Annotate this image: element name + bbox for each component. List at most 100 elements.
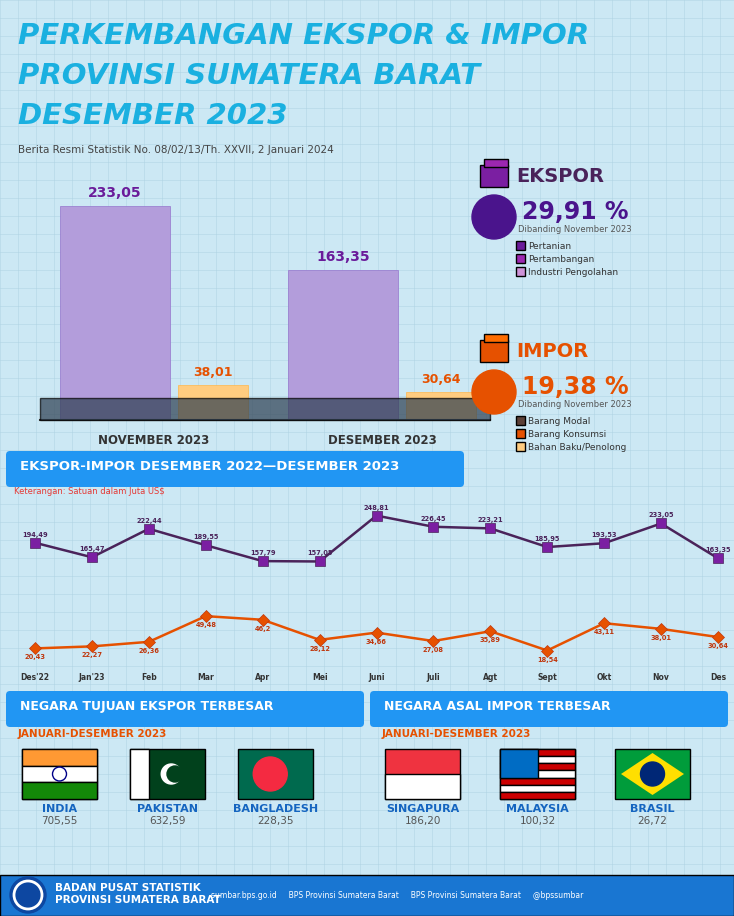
Text: Mar: Mar: [197, 673, 214, 682]
FancyBboxPatch shape: [615, 749, 690, 799]
Text: PROVINSI SUMATERA BARAT: PROVINSI SUMATERA BARAT: [18, 62, 480, 90]
FancyBboxPatch shape: [516, 429, 525, 438]
FancyBboxPatch shape: [484, 334, 508, 342]
Text: 43,11: 43,11: [594, 629, 614, 635]
Circle shape: [10, 877, 46, 913]
FancyBboxPatch shape: [406, 392, 476, 420]
Text: Des'22: Des'22: [21, 673, 49, 682]
Text: 49,48: 49,48: [195, 622, 217, 628]
Text: BPS: BPS: [20, 890, 37, 900]
Circle shape: [167, 766, 183, 782]
Text: Sept: Sept: [537, 673, 557, 682]
Text: Bahan Baku/Penolong: Bahan Baku/Penolong: [528, 443, 626, 452]
Text: 35,89: 35,89: [480, 638, 501, 643]
Text: 29,91 %: 29,91 %: [522, 200, 628, 224]
Text: Okt: Okt: [597, 673, 612, 682]
Text: 34,66: 34,66: [366, 638, 387, 645]
Text: 189,55: 189,55: [193, 534, 219, 540]
Text: 30,64: 30,64: [708, 643, 729, 649]
Text: 18,54: 18,54: [537, 657, 558, 662]
Text: Berita Resmi Statistik No. 08/02/13/Th. XXVII, 2 Januari 2024: Berita Resmi Statistik No. 08/02/13/Th. …: [18, 145, 334, 155]
FancyBboxPatch shape: [516, 241, 525, 250]
FancyBboxPatch shape: [178, 385, 248, 420]
FancyBboxPatch shape: [370, 691, 728, 727]
Text: 163,35: 163,35: [705, 548, 731, 553]
FancyBboxPatch shape: [500, 749, 575, 799]
Text: NOVEMBER 2023: NOVEMBER 2023: [98, 434, 210, 447]
Text: EKSPOR-IMPOR DESEMBER 2022—DESEMBER 2023: EKSPOR-IMPOR DESEMBER 2022—DESEMBER 2023: [20, 460, 399, 473]
Text: JANUARI-DESEMBER 2023: JANUARI-DESEMBER 2023: [382, 729, 531, 739]
FancyBboxPatch shape: [480, 340, 508, 362]
Text: 28,12: 28,12: [309, 646, 330, 652]
Text: Feb: Feb: [141, 673, 156, 682]
Text: PAKISTAN: PAKISTAN: [137, 804, 198, 814]
Text: Barang Konsumsi: Barang Konsumsi: [528, 430, 606, 439]
Circle shape: [641, 762, 664, 786]
Text: 100,32: 100,32: [520, 816, 556, 826]
FancyBboxPatch shape: [516, 416, 525, 425]
FancyBboxPatch shape: [500, 763, 575, 770]
Text: Mei: Mei: [312, 673, 327, 682]
FancyBboxPatch shape: [130, 749, 149, 799]
Text: INDIA: INDIA: [42, 804, 77, 814]
Text: DESEMBER 2023: DESEMBER 2023: [327, 434, 437, 447]
Text: DESEMBER 2023: DESEMBER 2023: [18, 102, 288, 130]
FancyBboxPatch shape: [288, 269, 398, 420]
FancyBboxPatch shape: [480, 165, 508, 187]
FancyBboxPatch shape: [6, 451, 464, 487]
Text: 38,01: 38,01: [193, 366, 233, 379]
Text: MALAYSIA: MALAYSIA: [506, 804, 569, 814]
Text: NEGARA TUJUAN EKSPOR TERBESAR: NEGARA TUJUAN EKSPOR TERBESAR: [20, 700, 274, 713]
Circle shape: [253, 757, 287, 791]
FancyBboxPatch shape: [40, 398, 490, 420]
FancyBboxPatch shape: [22, 749, 97, 766]
Text: 186,20: 186,20: [404, 816, 440, 826]
FancyBboxPatch shape: [516, 254, 525, 263]
Text: 223,21: 223,21: [478, 518, 503, 523]
FancyBboxPatch shape: [22, 749, 97, 799]
Text: Des: Des: [710, 673, 726, 682]
FancyBboxPatch shape: [130, 749, 205, 799]
FancyBboxPatch shape: [500, 756, 575, 763]
FancyBboxPatch shape: [500, 785, 575, 791]
Text: BANGLADESH: BANGLADESH: [233, 804, 318, 814]
FancyBboxPatch shape: [500, 778, 575, 785]
FancyBboxPatch shape: [22, 766, 97, 782]
Text: 185,95: 185,95: [534, 536, 560, 542]
Text: Nov: Nov: [653, 673, 669, 682]
FancyBboxPatch shape: [500, 791, 575, 799]
Text: 248,81: 248,81: [363, 505, 389, 510]
Text: 705,55: 705,55: [41, 816, 78, 826]
FancyBboxPatch shape: [484, 159, 508, 167]
Text: 163,35: 163,35: [316, 250, 370, 264]
Text: Agt: Agt: [483, 673, 498, 682]
Text: Industri Pengolahan: Industri Pengolahan: [528, 268, 618, 277]
Text: 157,79: 157,79: [250, 551, 275, 556]
Text: IMPOR: IMPOR: [516, 342, 588, 361]
Text: Juli: Juli: [426, 673, 440, 682]
Text: 38,01: 38,01: [650, 635, 672, 641]
Text: JANUARI-DESEMBER 2023: JANUARI-DESEMBER 2023: [18, 729, 167, 739]
FancyBboxPatch shape: [385, 774, 460, 799]
Text: 228,35: 228,35: [257, 816, 294, 826]
FancyBboxPatch shape: [6, 691, 364, 727]
Polygon shape: [621, 753, 684, 795]
Text: 22,27: 22,27: [81, 652, 103, 659]
FancyBboxPatch shape: [0, 875, 734, 916]
Text: PERKEMBANGAN EKSPOR & IMPOR: PERKEMBANGAN EKSPOR & IMPOR: [18, 22, 589, 50]
Text: 233,05: 233,05: [88, 186, 142, 200]
Text: Juni: Juni: [368, 673, 385, 682]
Text: 27,08: 27,08: [423, 647, 444, 653]
Text: Pertambangan: Pertambangan: [528, 255, 595, 264]
Circle shape: [472, 195, 516, 239]
Text: sumbar.bps.go.id     BPS Provinsi Sumatera Barat     BPS Provinsi Sumatera Barat: sumbar.bps.go.id BPS Provinsi Sumatera B…: [211, 890, 584, 900]
Text: 30,64: 30,64: [421, 373, 461, 386]
FancyBboxPatch shape: [385, 749, 460, 799]
FancyBboxPatch shape: [500, 749, 537, 778]
FancyBboxPatch shape: [500, 770, 575, 778]
FancyBboxPatch shape: [516, 442, 525, 451]
Text: Apr: Apr: [255, 673, 270, 682]
FancyBboxPatch shape: [60, 205, 170, 420]
Text: SINGAPURA: SINGAPURA: [386, 804, 459, 814]
Text: Pertanian: Pertanian: [528, 242, 571, 251]
